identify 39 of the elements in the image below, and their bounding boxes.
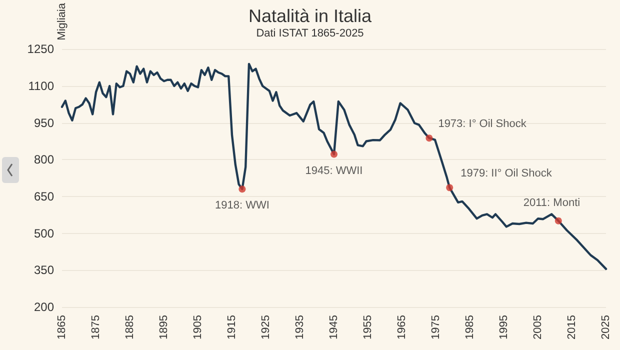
- x-tick-label: 1935: [294, 315, 306, 340]
- x-tick-label: 1985: [464, 315, 476, 340]
- x-tick-label: 1885: [124, 315, 136, 340]
- x-tick-label: 2005: [532, 315, 544, 340]
- x-tick-label: 2015: [566, 315, 578, 340]
- y-axis-title: Migliaia: [56, 2, 68, 40]
- annotation: 1979: II° Oil Shock: [460, 168, 552, 180]
- x-tick-label: 1865: [56, 315, 68, 340]
- x-tick-label: 1955: [362, 315, 374, 340]
- point: [426, 134, 433, 142]
- chart-title: Natalità in Italia: [248, 6, 373, 26]
- x-tick-label: 1895: [158, 315, 170, 340]
- line-series: [60, 62, 608, 270]
- annotation: 2011: Monti: [523, 196, 580, 209]
- point: [554, 217, 562, 224]
- y-tick-label: 200: [34, 300, 54, 314]
- point: [330, 150, 338, 158]
- y-tick-label: 1100: [28, 79, 54, 94]
- y-tick-label: 950: [34, 116, 54, 130]
- x-tick-label: 1945: [328, 315, 340, 340]
- x-tick-label: 1905: [192, 315, 204, 340]
- annotation: 1973: I° Oil Shock: [438, 118, 527, 130]
- x-tick-label: 1995: [498, 315, 510, 340]
- y-tick-label: 650: [34, 190, 54, 204]
- x-tick-label: 1975: [430, 315, 442, 340]
- annotation: 1918: WWI: [214, 200, 270, 212]
- point: [446, 184, 454, 192]
- y-tick-label: 350: [34, 263, 54, 278]
- x-tick-label: 1925: [260, 315, 272, 340]
- y-tick-label: 1250: [27, 42, 54, 56]
- chart-subtitle: Dati ISTAT 1865-2025: [256, 28, 364, 40]
- x-tick-label: 1875: [90, 315, 102, 340]
- x-tick-label: 1965: [396, 315, 408, 340]
- x-tick-label: 2025: [600, 315, 612, 340]
- point: [238, 186, 246, 193]
- y-tick-label: 500: [34, 226, 54, 240]
- y-tick-label: 800: [34, 152, 54, 167]
- x-tick-label: 1915: [226, 315, 238, 340]
- annotation: 1945: WWII: [305, 164, 363, 177]
